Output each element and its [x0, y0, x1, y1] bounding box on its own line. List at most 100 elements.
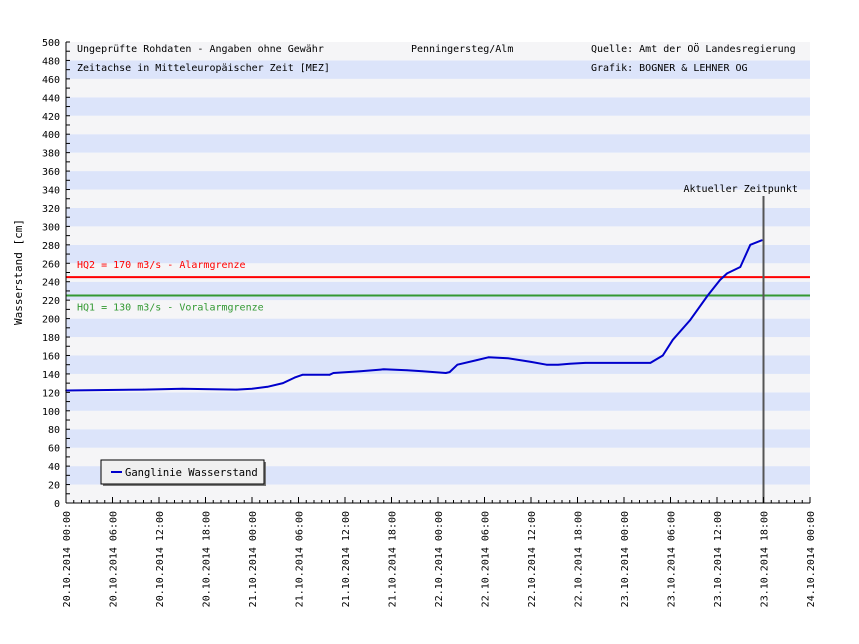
grid-band [66, 429, 810, 448]
x-tick-label: 23.10.2014 12:00 [713, 511, 724, 607]
grid-band [66, 337, 810, 356]
data-point [761, 239, 763, 242]
x-tick-label: 20.10.2014 00:00 [62, 511, 73, 607]
grid-band [66, 42, 810, 61]
x-tick-label: 21.10.2014 06:00 [295, 511, 306, 607]
data-point [332, 372, 335, 374]
data-point [749, 244, 752, 246]
y-tick-label: 220 [42, 296, 60, 307]
grid-band [66, 78, 810, 98]
data-point [328, 374, 331, 376]
grid-band [66, 207, 810, 227]
y-tick-label: 480 [42, 56, 60, 67]
grid-band [66, 152, 810, 172]
data-point [282, 382, 284, 384]
grid-band [66, 226, 810, 245]
x-tick-label: 20.10.2014 12:00 [155, 511, 166, 607]
data-point [448, 371, 451, 373]
y-tick-label: 340 [42, 186, 60, 197]
data-point [456, 363, 459, 366]
data-point [568, 362, 571, 365]
data-point [661, 354, 664, 357]
y-tick-label: 380 [42, 149, 60, 160]
data-point [235, 388, 238, 391]
data-point [649, 362, 652, 364]
x-tick-label: 22.10.2014 00:00 [434, 511, 445, 607]
data-point [545, 363, 548, 366]
threshold-lines: HQ2 = 170 m3/s - Alarmgrenze HQ1 = 130 m3… [66, 260, 810, 314]
grid-band [66, 410, 810, 430]
series-line [65, 239, 763, 392]
y-tick-label: 300 [42, 222, 60, 233]
grid-band [66, 171, 810, 190]
data-point [557, 363, 559, 366]
grid-band [66, 281, 810, 301]
data-point [181, 387, 184, 390]
data-point [719, 279, 721, 281]
data-point [382, 368, 385, 371]
x-tick-label: 24.10.2014 00:00 [806, 511, 817, 607]
x-tick-label: 21.10.2014 12:00 [341, 511, 352, 607]
x-tick-label: 21.10.2014 18:00 [388, 511, 399, 607]
current-time-marker: Aktueller Zeitpunkt [684, 184, 798, 503]
grid-band [66, 97, 810, 116]
header-graphic: Grafik: BOGNER & LEHNER OG [591, 63, 748, 74]
data-point [672, 339, 674, 341]
series-group [65, 239, 763, 392]
header-left-line2: Zeitachse in Mitteleuropäischer Zeit [ME… [77, 63, 330, 74]
y-axis-label: Wasserstand [cm] [12, 219, 25, 325]
x-tick-label: 22.10.2014 18:00 [574, 511, 585, 607]
x-tick-label: 22.10.2014 12:00 [527, 511, 538, 607]
y-tick-label: 140 [42, 370, 60, 381]
grid-band [66, 318, 810, 338]
data-point [266, 386, 269, 388]
data-point [406, 369, 408, 372]
x-tick-label: 23.10.2014 18:00 [760, 511, 771, 607]
y-tick-label: 100 [42, 407, 60, 418]
y-tick-label: 120 [42, 388, 60, 399]
legend: Ganglinie Wasserstand [100, 459, 266, 486]
grid-band [66, 189, 810, 208]
data-point [706, 294, 709, 297]
header-source: Quelle: Amt der OÖ Landesregierung [591, 42, 796, 55]
data-point [475, 359, 478, 361]
data-point [487, 356, 490, 359]
axes: 0 20 40 60 80 100 120 140 160 180 200 220 240 260 280 3… [42, 38, 817, 607]
data-point [359, 370, 362, 372]
header-station: Penningersteg/Alm [411, 44, 513, 55]
y-tick-label: 0 [54, 499, 60, 510]
current-time-label: Aktueller Zeitpunkt [684, 184, 798, 195]
data-point [584, 362, 587, 364]
y-tick-label: 200 [42, 315, 60, 326]
x-tick-label: 21.10.2014 00:00 [248, 511, 259, 607]
data-point [726, 272, 728, 275]
x-tick-label: 23.10.2014 00:00 [620, 511, 631, 607]
data-point [142, 388, 145, 391]
y-tick-label: 460 [42, 75, 60, 86]
grid-band [66, 134, 810, 153]
x-tick-label: 20.10.2014 18:00 [202, 511, 213, 607]
legend-entry: Ganglinie Wasserstand [125, 467, 258, 479]
header-left-line1: Ungeprüfte Rohdaten - Angaben ohne Gewäh… [77, 44, 324, 55]
threshold-label: HQ1 = 130 m3/s - Voralarmgrenze [77, 303, 264, 314]
grid-band [66, 300, 810, 319]
data-point [293, 376, 296, 379]
y-tick-label: 360 [42, 167, 60, 178]
y-tick-label: 180 [42, 333, 60, 344]
grid-band [66, 392, 810, 411]
y-tick-label: 40 [48, 462, 60, 473]
y-tick-label: 60 [48, 444, 60, 455]
grid-bands [66, 42, 810, 503]
y-tick-label: 80 [48, 425, 60, 436]
data-point [421, 370, 424, 372]
data-point [689, 319, 691, 322]
y-tick-label: 320 [42, 204, 60, 215]
data-point [444, 372, 447, 374]
y-tick-label: 240 [42, 278, 60, 289]
y-tick-label: 440 [42, 93, 60, 104]
y-tick-label: 420 [42, 112, 60, 123]
grid-band [66, 115, 810, 135]
grid-band [66, 244, 810, 264]
